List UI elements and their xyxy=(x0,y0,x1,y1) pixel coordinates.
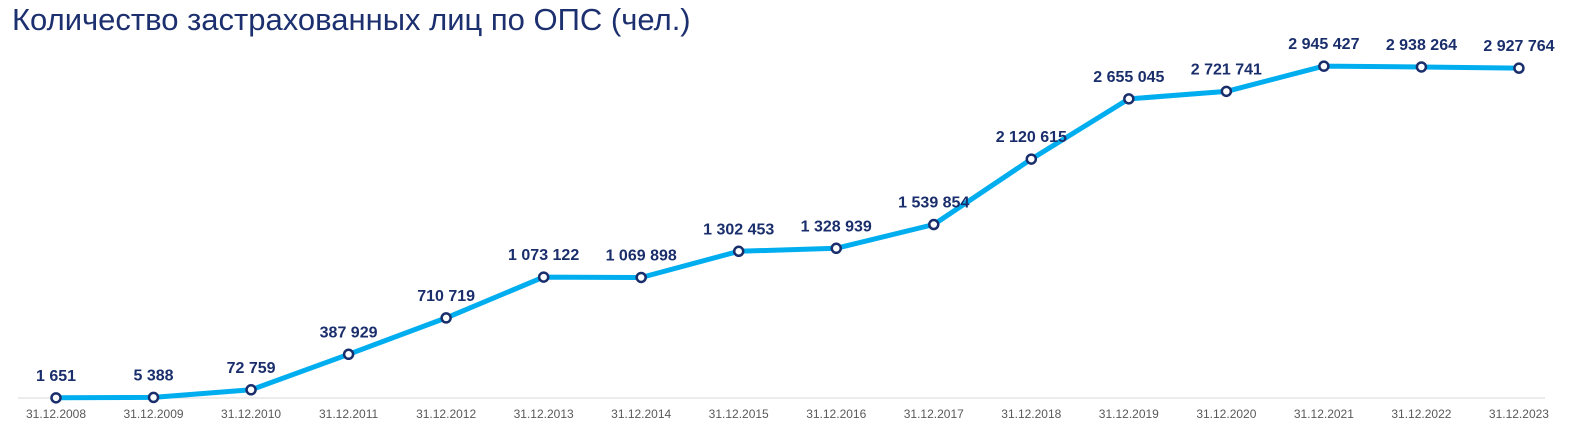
data-label-5: 1 073 122 xyxy=(508,247,579,264)
data-point-2 xyxy=(245,384,257,396)
data-label-7: 1 302 453 xyxy=(703,221,774,238)
chart-title: Количество застрахованных лиц по ОПС (че… xyxy=(12,2,691,37)
data-label-14: 2 938 264 xyxy=(1386,37,1457,54)
data-point-4 xyxy=(440,312,452,324)
data-point-5 xyxy=(537,271,550,283)
data-label-8: 1 328 939 xyxy=(801,218,872,235)
data-point-14 xyxy=(1415,61,1428,73)
series-line xyxy=(53,63,1522,401)
data-label-2: 72 759 xyxy=(227,360,276,377)
data-label-6: 1 069 898 xyxy=(606,247,677,264)
x-tick-label-11: 31.12.2019 xyxy=(1099,407,1159,421)
x-tick-label-4: 31.12.2012 xyxy=(416,407,476,421)
data-markers xyxy=(50,60,1525,404)
data-label-13: 2 945 427 xyxy=(1288,36,1359,53)
data-label-0: 1 651 xyxy=(36,368,76,385)
data-label-3: 387 929 xyxy=(320,324,378,341)
data-point-11 xyxy=(1123,93,1135,105)
data-point-8 xyxy=(830,242,842,255)
x-tick-label-5: 31.12.2013 xyxy=(514,407,574,421)
x-tick-label-7: 31.12.2015 xyxy=(709,407,769,421)
x-tick-label-1: 31.12.2009 xyxy=(123,407,183,421)
data-point-1 xyxy=(147,391,160,404)
data-label-9: 1 539 854 xyxy=(898,195,969,212)
data-label-12: 2 721 741 xyxy=(1191,61,1262,78)
x-tick-label-6: 31.12.2014 xyxy=(611,407,671,421)
data-labels: 1 651 5 388 72 759 387 929 710 719 1 073 122 1… xyxy=(36,36,1555,385)
x-tick-label-8: 31.12.2016 xyxy=(806,407,866,421)
data-point-6 xyxy=(635,271,647,284)
x-tick-label-12: 31.12.2020 xyxy=(1196,407,1256,421)
data-point-9 xyxy=(928,218,940,231)
data-label-11: 2 655 045 xyxy=(1093,69,1164,86)
x-tick-label-15: 31.12.2023 xyxy=(1489,407,1549,421)
data-point-12 xyxy=(1220,85,1233,98)
x-tick-label-14: 31.12.2022 xyxy=(1391,407,1451,421)
x-tick-label-2: 31.12.2010 xyxy=(221,407,281,421)
x-tick-label-3: 31.12.2011 xyxy=(319,407,378,421)
data-point-3 xyxy=(342,348,355,361)
data-label-10: 2 120 615 xyxy=(996,129,1067,146)
x-tick-label-9: 31.12.2017 xyxy=(904,407,964,421)
data-label-4: 710 719 xyxy=(417,288,475,305)
data-point-13 xyxy=(1318,60,1330,72)
data-label-15: 2 927 764 xyxy=(1483,38,1554,55)
data-point-15 xyxy=(1513,62,1525,74)
x-tick-label-0: 31.12.2008 xyxy=(26,407,86,421)
data-label-1: 5 388 xyxy=(134,367,174,384)
data-point-10 xyxy=(1025,153,1038,165)
x-tick-label-13: 31.12.2021 xyxy=(1294,407,1354,421)
x-tick-labels: 31.12.2008 31.12.2009 31.12.2010 31.12.2011… xyxy=(26,407,1549,421)
data-point-7 xyxy=(732,245,745,258)
x-tick-label-10: 31.12.2018 xyxy=(1001,407,1061,421)
data-point-0 xyxy=(50,392,62,404)
